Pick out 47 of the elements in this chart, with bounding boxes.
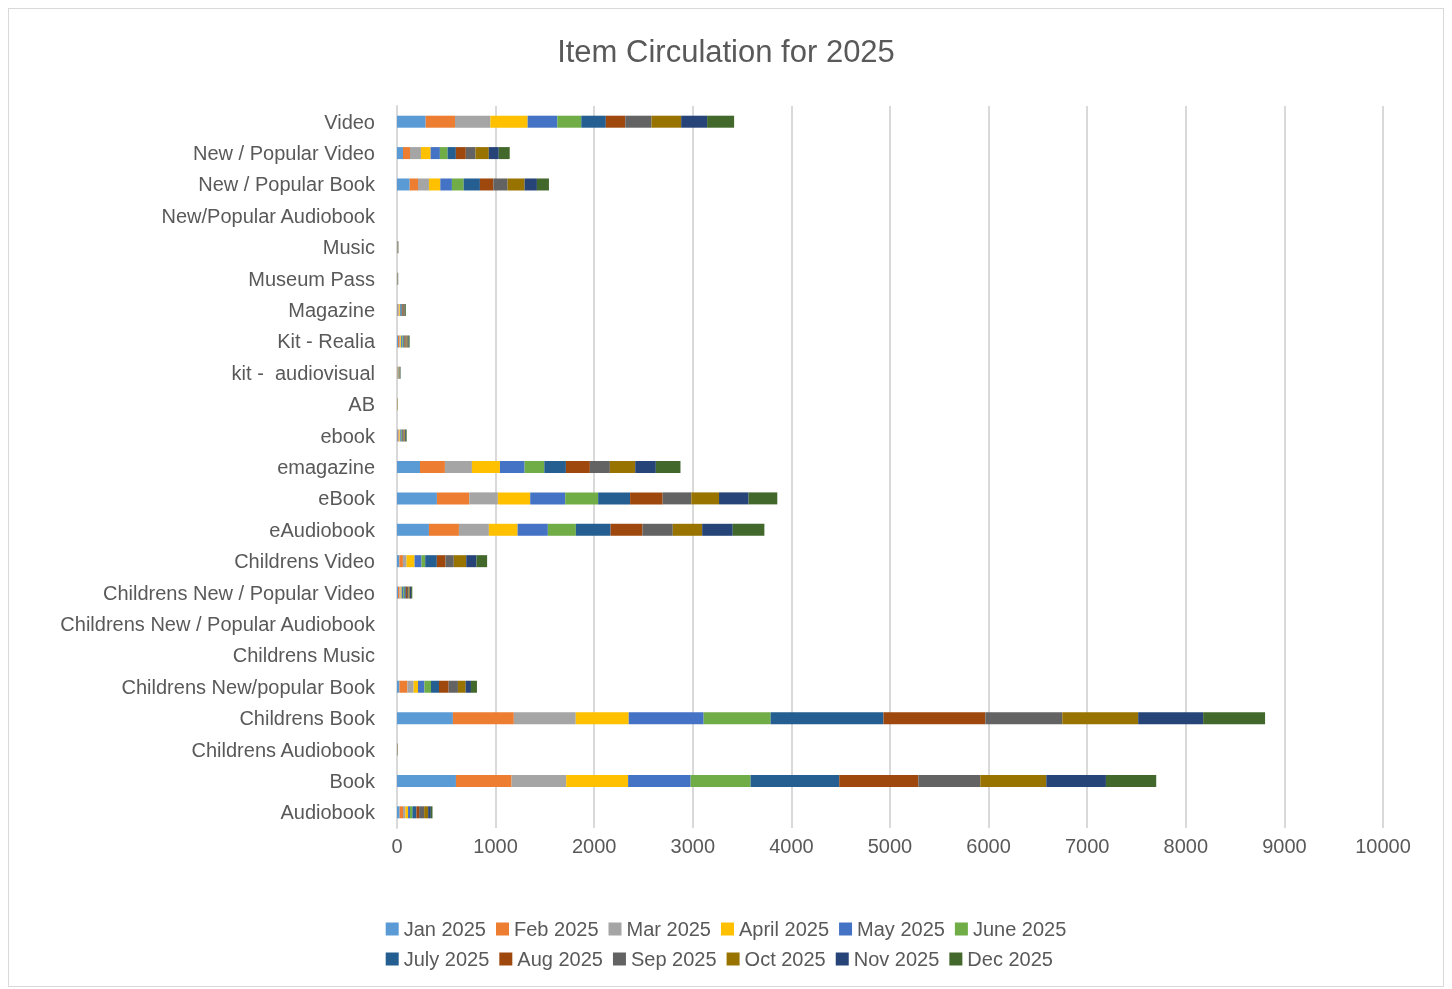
y-tick-label: New/Popular Audiobook <box>161 204 376 227</box>
y-tick-label: Magazine <box>288 299 375 322</box>
y-tick-label: Childrens Music <box>232 644 375 667</box>
x-tick-label: 4000 <box>769 835 814 857</box>
x-tick-label: 6000 <box>966 835 1011 857</box>
y-tick-label: New / Popular Video <box>193 142 375 165</box>
x-tick-label: 9000 <box>1262 835 1307 857</box>
legend-label: Sep 2025 <box>630 948 717 970</box>
x-tick-label: 1000 <box>473 835 518 857</box>
x-tick-label: 8000 <box>1163 835 1209 857</box>
y-tick-label: Childrens Book <box>239 707 376 730</box>
legend-label: July 2025 <box>403 948 490 970</box>
legend-label: April 2025 <box>739 918 830 940</box>
chart-title: Item Circulation for 2025 <box>557 34 895 69</box>
y-tick-label: Kit - Realia <box>277 330 376 353</box>
y-tick-label: Childrens New / Popular Video <box>102 581 375 604</box>
y-tick-label: Book <box>329 769 376 792</box>
y-tick-label: Video <box>324 110 375 133</box>
legend-label: Feb 2025 <box>513 918 599 940</box>
x-tick-label: 3000 <box>670 835 716 857</box>
y-tick-label: ebook <box>320 424 376 447</box>
legend-label: Mar 2025 <box>626 918 711 940</box>
legend-label: Oct 2025 <box>744 948 826 970</box>
y-tick-label: Childrens Video <box>234 550 375 573</box>
legend-label: Nov 2025 <box>853 948 940 970</box>
y-tick-label: emagazine <box>277 456 375 478</box>
y-tick-label: Childrens Audiobook <box>191 738 376 761</box>
legend-label: June 2025 <box>972 918 1067 940</box>
legend-label: May 2025 <box>857 918 945 940</box>
legend-label: Aug 2025 <box>517 948 603 970</box>
x-tick-label: 7000 <box>1064 835 1110 857</box>
y-tick-label: kit - audiovisual <box>231 361 375 384</box>
y-tick-label: New / Popular Book <box>198 173 376 196</box>
legend-label: Dec 2025 <box>967 948 1053 970</box>
x-tick-label: 0 <box>391 835 403 857</box>
y-tick-label: Childrens New/popular Book <box>121 675 376 698</box>
legend-label: Jan 2025 <box>403 918 486 940</box>
y-tick-label: Music <box>322 236 375 259</box>
y-tick-label: eAudiobook <box>269 518 376 541</box>
y-tick-label: Childrens New / Popular Audiobook <box>60 612 376 635</box>
y-tick-label: Audiobook <box>280 801 376 824</box>
y-tick-label: AB <box>348 393 375 416</box>
y-tick-label: Museum Pass <box>248 267 375 290</box>
y-tick-label: eBook <box>318 487 376 510</box>
x-tick-label: 2000 <box>571 835 617 857</box>
x-tick-label: 5000 <box>867 835 913 857</box>
x-tick-label: 10000 <box>1355 835 1411 857</box>
